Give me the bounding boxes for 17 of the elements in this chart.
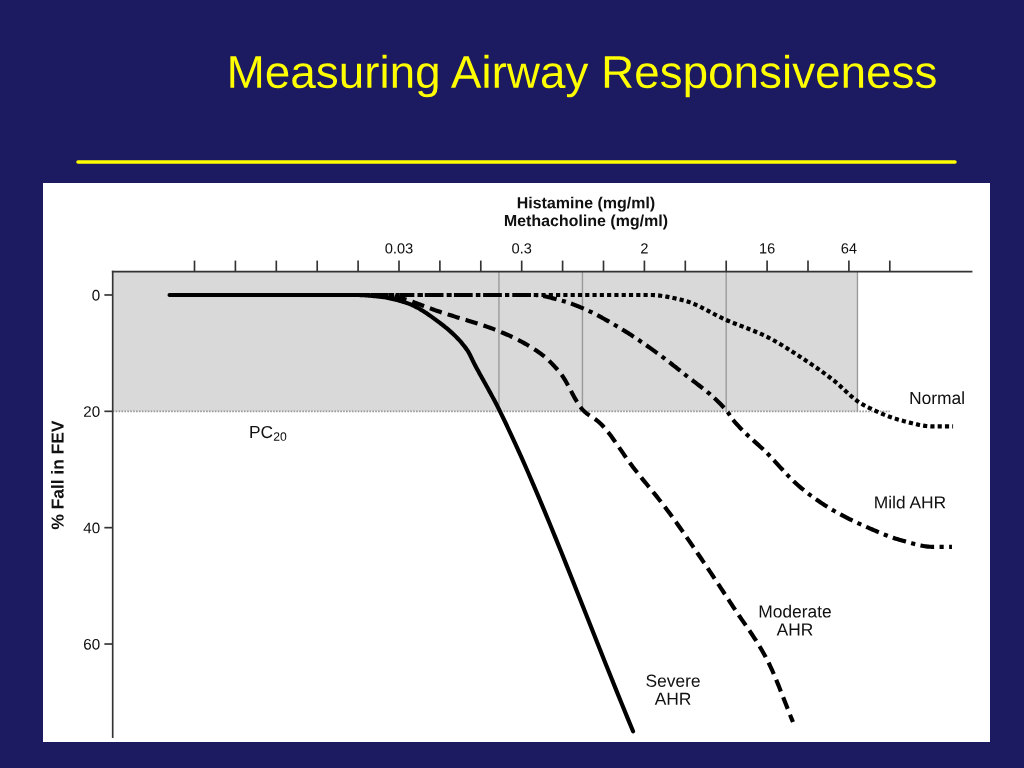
series-label: Mild AHR <box>875 495 946 509</box>
x-tick-label: 2 <box>641 243 648 254</box>
chart-title: Measuring Airway Responsiveness <box>230 54 936 98</box>
y-tick-label: 60 <box>83 638 100 650</box>
y-tick-label: 0 <box>92 289 100 301</box>
x-axis-title: Histamine (mg/ml) Methacholine (mg/ml) <box>504 196 668 230</box>
y-tick-label: 20 <box>83 406 100 418</box>
x-tick-label: 16 <box>760 243 775 254</box>
x-tick-label: 0.3 <box>512 243 532 254</box>
series-label: Normal <box>910 391 964 405</box>
y-tick-label: 40 <box>83 522 100 534</box>
x-tick-label: 0.03 <box>385 243 413 254</box>
x-tick-label: 64 <box>841 243 857 254</box>
series-label: Moderate AHR <box>759 604 831 636</box>
ref-line-label: PC$_{20}$ <box>250 425 287 441</box>
y-axis-title: % Fall in FEV <box>50 420 64 530</box>
series-label: Severe AHR <box>646 674 700 705</box>
